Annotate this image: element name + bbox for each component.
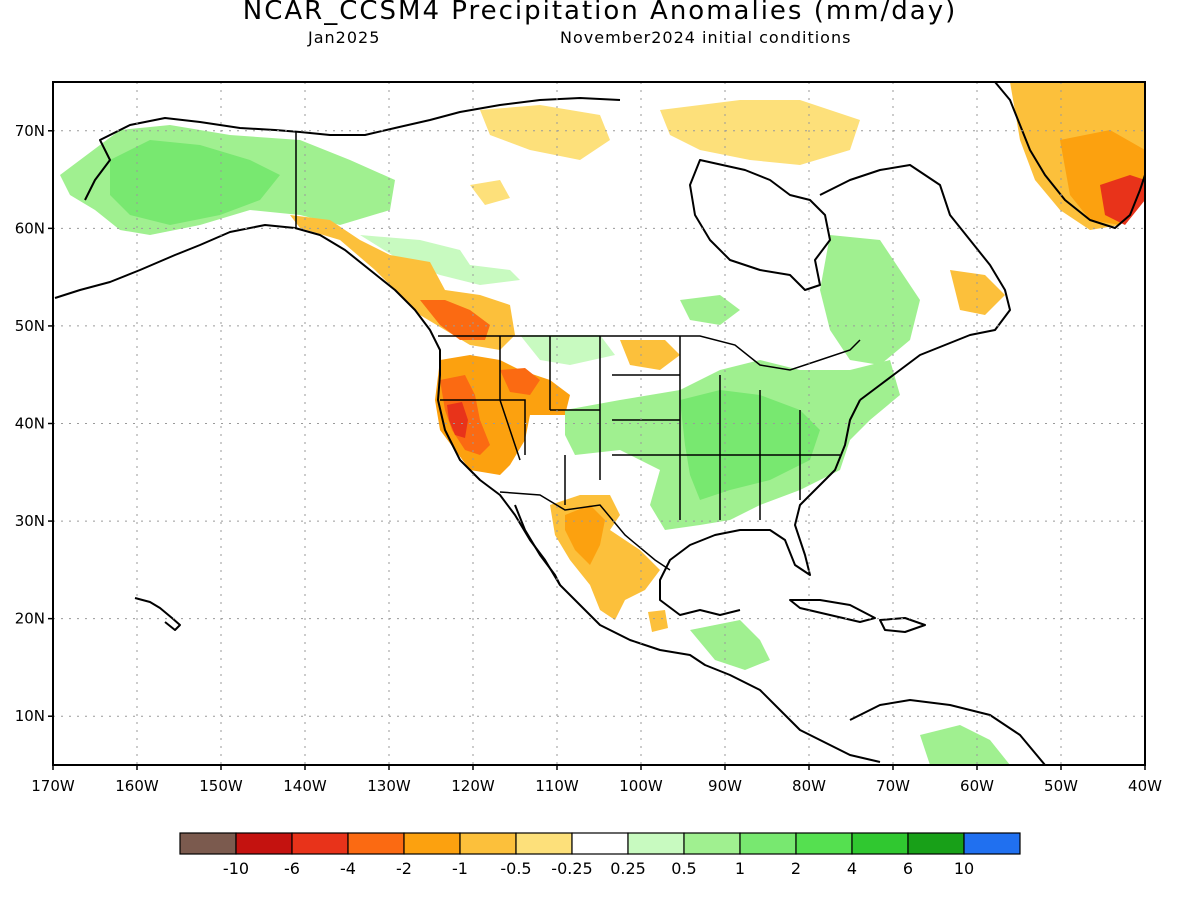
wet-anomaly-bc xyxy=(360,235,520,285)
coastline-alaska xyxy=(54,224,881,763)
coastline-hawaii xyxy=(134,597,181,631)
colorbar-swatch xyxy=(403,832,461,855)
lon-label: 80W xyxy=(792,777,826,795)
wet-anomaly-quebec xyxy=(820,235,920,365)
colorbar-swatch xyxy=(627,832,685,855)
colorbar-tick-label: 0.25 xyxy=(610,859,646,878)
coastline-hudson-bay xyxy=(689,159,831,291)
coastline-hispaniola xyxy=(879,617,926,633)
colorbar-tick-label: 2 xyxy=(791,859,801,878)
dry-anomaly-california-core xyxy=(447,402,468,438)
colorbar-swatch xyxy=(515,832,573,855)
dry-anomaly-greenland-tip xyxy=(1100,175,1145,225)
colorbar-swatch xyxy=(459,832,517,855)
wet-anomaly-alaska-core xyxy=(110,140,280,225)
lat-label: 10N xyxy=(15,707,45,725)
dry-anomaly-labrador xyxy=(950,270,1005,315)
lon-label: 50W xyxy=(1044,777,1078,795)
forecast-month: Jan2025 xyxy=(308,28,381,47)
lon-label: 70W xyxy=(876,777,910,795)
coastline-south-america xyxy=(849,699,1046,765)
colorbar-tick-label: -10 xyxy=(223,859,249,878)
lat-label: 20N xyxy=(15,610,45,628)
lon-label: 40W xyxy=(1128,777,1162,795)
coastline-cuba xyxy=(789,599,876,623)
lon-label: 100W xyxy=(619,777,663,795)
coastline-labrador xyxy=(819,164,1011,401)
colorbar-swatch xyxy=(291,832,349,855)
border-us-mexico xyxy=(499,491,671,571)
wet-anomaly-south-america xyxy=(920,725,1010,765)
wet-anomaly-central-america xyxy=(690,620,770,670)
lon-label: 90W xyxy=(708,777,742,795)
colorbar-tick-label: 4 xyxy=(847,859,857,878)
colorbar-tick-label: 1 xyxy=(735,859,745,878)
lon-label: 140W xyxy=(283,777,327,795)
dry-anomaly-idaho xyxy=(500,368,540,395)
colorbar-labels: -10 -6 -4 -2 -1 -0.5 -0.25 0.25 0.5 1 2 4 6 10 xyxy=(223,859,974,878)
lon-label: 160W xyxy=(115,777,159,795)
lon-label: 150W xyxy=(199,777,243,795)
lon-label: 120W xyxy=(451,777,495,795)
lat-label: 60N xyxy=(15,219,45,237)
dry-anomaly-hudson-west xyxy=(470,180,510,205)
colorbar-tick-label: 10 xyxy=(954,859,974,878)
coastline-arctic xyxy=(84,97,621,201)
colorbar-swatch xyxy=(851,832,909,855)
state-borders xyxy=(440,336,840,520)
map-title: NCAR_CCSM4 Precipitation Anomalies (mm/d… xyxy=(242,0,958,26)
colorbar-swatch xyxy=(571,832,629,855)
lon-label: 60W xyxy=(960,777,994,795)
lat-label: 50N xyxy=(15,317,45,335)
colorbar-swatch xyxy=(235,832,293,855)
wet-anomaly-central-plains xyxy=(520,335,615,365)
lat-label: 70N xyxy=(15,122,45,140)
colorbar-swatch xyxy=(739,832,797,855)
colorbar-swatch xyxy=(347,832,405,855)
colorbar-tick-label: 0.5 xyxy=(671,859,696,878)
anomaly-shading xyxy=(60,82,1145,765)
colorbar-swatch xyxy=(683,832,741,855)
dry-anomaly-mexico xyxy=(550,495,660,620)
dry-anomaly-dakotas xyxy=(620,340,680,370)
dry-anomaly-arctic xyxy=(480,105,610,160)
colorbar-tick-label: 6 xyxy=(903,859,913,878)
colorbar-swatch xyxy=(963,832,1021,855)
coastline-greenland xyxy=(994,82,1145,229)
coastline-us-east xyxy=(659,399,861,616)
colorbar-swatch xyxy=(795,832,853,855)
colorbar-tick-label: -1 xyxy=(452,859,468,878)
longitude-labels: 170W 160W 150W 140W 130W 120W 110W 100W 90W 80W 70… xyxy=(31,765,1162,795)
colorbar xyxy=(179,832,1021,855)
colorbar-swatch xyxy=(179,832,237,855)
colorbar-tick-label: -4 xyxy=(340,859,356,878)
lat-label: 30N xyxy=(15,512,45,530)
dry-anomaly-yucatan xyxy=(648,610,668,632)
colorbar-tick-label: -0.5 xyxy=(500,859,531,878)
initial-conditions: November2024 initial conditions xyxy=(560,28,852,47)
dry-anomaly-mexico-core xyxy=(565,505,605,565)
colorbar-tick-label: -0.25 xyxy=(551,859,592,878)
political-boundaries xyxy=(295,132,861,571)
lon-label: 170W xyxy=(31,777,75,795)
latitude-labels: 70N 60N 50N 40N 30N 20N 10N xyxy=(15,122,53,725)
colorbar-tick-label: -2 xyxy=(396,859,412,878)
dry-anomaly-baffin xyxy=(660,100,860,165)
lon-label: 130W xyxy=(367,777,411,795)
colorbar-swatch xyxy=(907,832,965,855)
wet-anomaly-ohio-valley xyxy=(680,390,820,500)
colorbar-tick-label: -6 xyxy=(284,859,300,878)
lon-label: 110W xyxy=(535,777,579,795)
lat-label: 40N xyxy=(15,415,45,433)
wet-anomaly-ontario xyxy=(680,295,740,325)
